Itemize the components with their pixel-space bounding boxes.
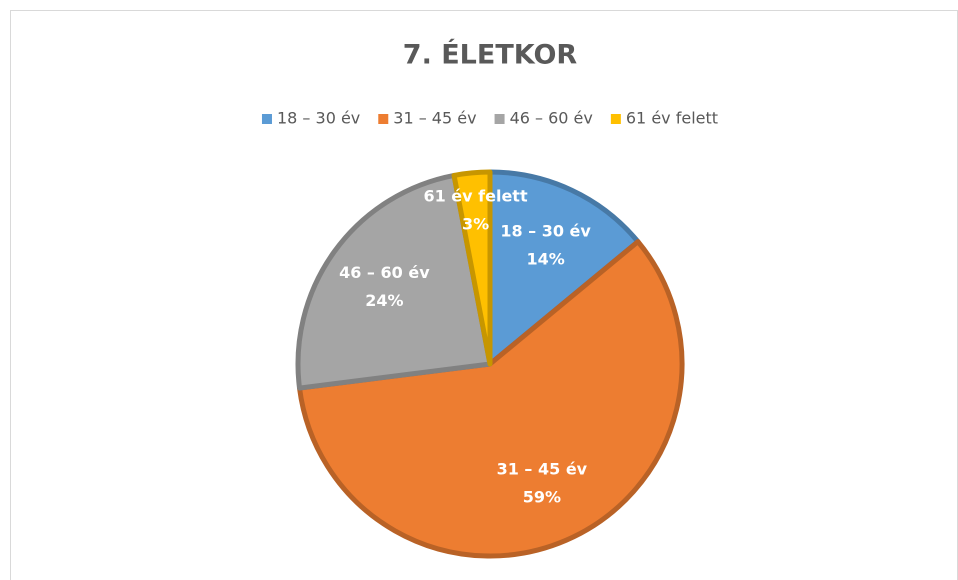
legend-label: 61 év felett <box>626 109 718 128</box>
legend: 18 – 30 év 31 – 45 év 46 – 60 év 61 év fele… <box>261 109 718 128</box>
data-label-name: 18 – 30 év <box>500 221 591 240</box>
legend-label: 31 – 45 év <box>393 109 476 128</box>
legend-swatch <box>494 114 505 124</box>
data-label-value: 24% <box>365 291 403 310</box>
legend-swatch <box>610 114 621 124</box>
pie-slice <box>451 169 493 367</box>
legend-item: 18 – 30 év <box>261 109 360 128</box>
data-label-value: 3% <box>462 215 489 234</box>
data-label-name: 61 év felett <box>423 187 527 206</box>
chart-title: 7. ÉLETKOR <box>403 39 578 71</box>
pie-slice <box>295 172 493 391</box>
legend-label: 46 – 60 év <box>510 109 593 128</box>
legend-item: 46 – 60 év <box>494 109 593 128</box>
legend-item: 31 – 45 év <box>378 109 477 128</box>
data-label-value: 14% <box>526 249 564 268</box>
pie-slice <box>297 239 685 559</box>
pie-slice <box>487 169 641 367</box>
data-label-name: 46 – 60 év <box>339 263 430 282</box>
data-label-name: 31 – 45 év <box>497 459 588 478</box>
legend-swatch <box>378 114 389 124</box>
data-label-value: 59% <box>523 487 561 506</box>
legend-swatch <box>261 114 272 124</box>
legend-item: 61 év felett <box>610 109 718 128</box>
legend-label: 18 – 30 év <box>277 109 360 128</box>
